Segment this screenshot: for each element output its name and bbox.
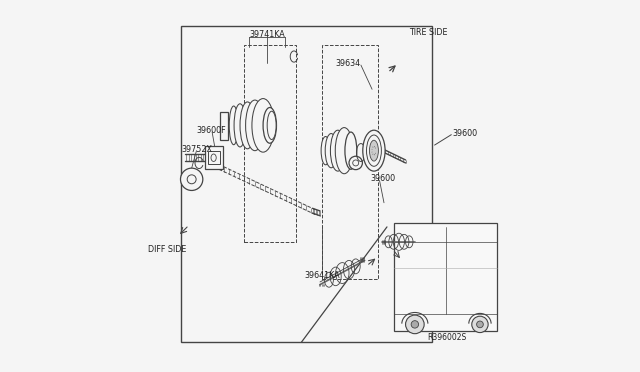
Bar	[220, 112, 228, 140]
Ellipse shape	[187, 175, 196, 184]
Ellipse shape	[369, 140, 378, 161]
Text: DIFF SIDE: DIFF SIDE	[148, 245, 186, 254]
Ellipse shape	[330, 130, 346, 171]
Bar	[205, 146, 223, 169]
Ellipse shape	[267, 111, 276, 140]
Bar	[180, 26, 431, 342]
Bar	[322, 45, 378, 279]
Text: 39634: 39634	[335, 59, 360, 68]
Ellipse shape	[353, 160, 358, 166]
Ellipse shape	[240, 102, 255, 149]
Ellipse shape	[406, 315, 424, 334]
Ellipse shape	[321, 137, 330, 165]
Ellipse shape	[363, 130, 385, 171]
Ellipse shape	[335, 128, 353, 174]
Ellipse shape	[477, 321, 483, 328]
Ellipse shape	[345, 132, 357, 169]
Ellipse shape	[349, 156, 362, 170]
Ellipse shape	[472, 316, 488, 333]
Ellipse shape	[229, 106, 238, 145]
Text: 39600F: 39600F	[196, 126, 226, 135]
Text: R396002S: R396002S	[427, 333, 466, 342]
Text: 39752X: 39752X	[181, 145, 212, 154]
Ellipse shape	[252, 99, 275, 152]
Ellipse shape	[263, 108, 276, 143]
Text: 39600: 39600	[452, 129, 477, 138]
Ellipse shape	[325, 134, 337, 168]
Bar	[394, 223, 497, 331]
Text: 39641KA: 39641KA	[304, 271, 340, 280]
Ellipse shape	[234, 104, 246, 147]
Text: 39741KA: 39741KA	[250, 30, 285, 39]
Ellipse shape	[246, 100, 264, 151]
Bar	[244, 45, 296, 242]
Text: TIRE SIDE: TIRE SIDE	[410, 28, 448, 37]
Text: 39600: 39600	[370, 174, 396, 183]
Ellipse shape	[411, 321, 419, 328]
Ellipse shape	[180, 168, 203, 190]
Bar	[207, 151, 220, 164]
Ellipse shape	[367, 135, 381, 166]
